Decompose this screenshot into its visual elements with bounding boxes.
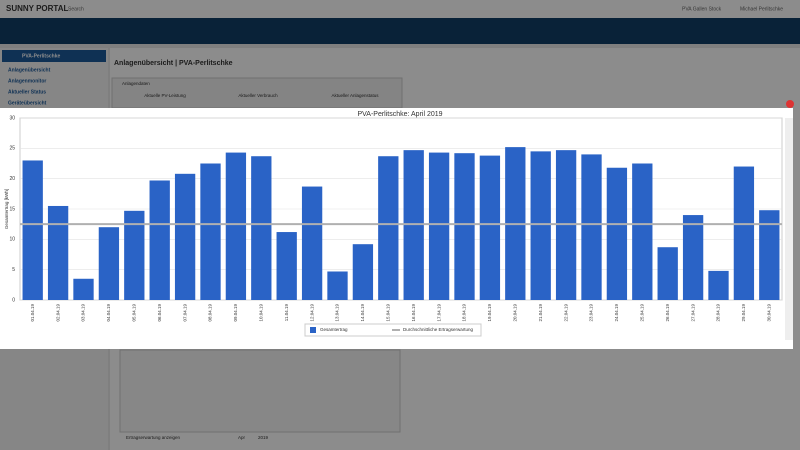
- card-title: Aktueller Verbrauch: [238, 93, 278, 98]
- y-tick-label: 10: [9, 237, 15, 243]
- bar: [200, 163, 221, 300]
- bar: [98, 227, 120, 300]
- chart-title: PVA-Perlitschke: April 2019: [357, 111, 442, 118]
- bar: [581, 154, 602, 300]
- x-tick-label: 28.04.19: [716, 304, 721, 322]
- bar: [479, 155, 501, 300]
- bar: [606, 167, 628, 300]
- x-tick-label: 20.04.19: [512, 304, 517, 322]
- y-tick-label: 0: [12, 297, 15, 303]
- bar: [73, 278, 94, 300]
- bar: [657, 247, 678, 300]
- x-tick-label: 12.04.19: [309, 304, 314, 322]
- bar: [174, 173, 196, 300]
- x-tick-label: 26.04.19: [665, 304, 670, 322]
- bar: [251, 156, 272, 300]
- y-tick-label: 15: [9, 206, 15, 212]
- x-tick-label: 24.04.19: [614, 304, 619, 322]
- year-select[interactable]: 2019: [258, 435, 269, 440]
- scrollbar[interactable]: [785, 118, 793, 340]
- sidebar-item[interactable]: Anlagenmonitor: [8, 78, 46, 84]
- chart: 0 5 10 15 20 25 30 01.04.19 02.04.19 03.04.19 04.0…: [9, 115, 783, 337]
- x-tick-label: 09.04.19: [233, 304, 238, 322]
- y-tick-label: 5: [12, 267, 15, 273]
- bar: [276, 232, 297, 300]
- bar: [47, 205, 69, 300]
- bar: [428, 152, 450, 300]
- bar: [378, 156, 399, 300]
- close-button[interactable]: [786, 100, 794, 108]
- x-tick-label: 05.04.19: [131, 304, 136, 322]
- sidebar-item[interactable]: Geräteübersicht: [8, 100, 47, 106]
- x-tick-label: 06.04.19: [157, 304, 162, 322]
- nav-band: [0, 18, 800, 44]
- legend-label: Gesamtertrag: [320, 327, 348, 332]
- search[interactable]: Search: [68, 6, 84, 12]
- bar: [632, 163, 653, 300]
- panel-title: Anlagendaten: [122, 81, 150, 86]
- bar: [124, 210, 145, 300]
- card-title: Aktuelle PV-Leistung: [144, 93, 186, 98]
- x-tick-label: 01.04.19: [30, 304, 35, 322]
- x-tick-label: 02.04.19: [55, 304, 60, 322]
- bar: [149, 180, 170, 300]
- bar: [708, 270, 729, 300]
- user-menu[interactable]: Michael Perlitschke: [740, 6, 783, 12]
- bar: [22, 160, 43, 300]
- sidebar-plant[interactable]: [2, 50, 106, 62]
- legend-swatch: [310, 327, 316, 333]
- plant-menu[interactable]: PVA Gallen Stock: [682, 6, 722, 12]
- x-tick-label: 03.04.19: [81, 304, 86, 322]
- sidebar-plant-label: PVA-Perlitschke: [22, 53, 60, 59]
- y-tick-label: 25: [9, 146, 15, 152]
- top-bar: [0, 0, 800, 18]
- bar: [682, 215, 704, 300]
- page-heading: Anlagenübersicht | PVA-Perlitschke: [114, 60, 233, 67]
- x-tick-label: 13.04.19: [335, 304, 340, 322]
- bar: [327, 271, 348, 300]
- bar: [530, 151, 551, 300]
- x-tick-label: 16.04.19: [411, 304, 416, 322]
- x-tick-label: 22.04.19: [563, 304, 568, 322]
- x-tick-label: 19.04.19: [487, 304, 492, 322]
- x-tick-label: 21.04.19: [538, 304, 543, 322]
- small-chart-panel: [119, 349, 401, 433]
- x-tick-label: 14.04.19: [360, 304, 365, 322]
- sidebar-item[interactable]: Anlagenübersicht: [8, 67, 51, 73]
- x-tick-label: 10.04.19: [258, 304, 263, 322]
- y-axis-label: Gesamtertrag [kWh]: [4, 189, 9, 229]
- x-tick-label: 07.04.19: [182, 304, 187, 322]
- sidebar-item[interactable]: Aktueller Status: [8, 89, 46, 95]
- x-tick-label: 23.04.19: [589, 304, 594, 322]
- bar: [352, 244, 374, 300]
- x-tick-label: 17.04.19: [436, 304, 441, 322]
- bar: [759, 210, 780, 300]
- logo: SUNNY PORTAL: [6, 4, 68, 13]
- month-select[interactable]: Apr: [238, 435, 246, 440]
- checkbox-label[interactable]: Ertragserwartung anzeigen: [126, 435, 181, 440]
- card-title: Aktueller Anlagenstatus: [331, 93, 379, 98]
- legend-label: Durchschnittliche Ertragserwartung: [403, 327, 474, 332]
- x-tick-label: 04.04.19: [106, 304, 111, 322]
- x-tick-label: 18.04.19: [462, 304, 467, 322]
- bar: [454, 153, 475, 300]
- bar: [733, 166, 755, 300]
- y-tick-label: 20: [9, 176, 15, 182]
- x-tick-label: 08.04.19: [208, 304, 213, 322]
- x-tick-label: 27.04.19: [690, 304, 695, 322]
- x-tick-label: 29.04.19: [741, 304, 746, 322]
- bar: [225, 152, 247, 300]
- x-tick-label: 15.04.19: [385, 304, 390, 322]
- y-tick-label: 30: [9, 115, 15, 121]
- x-tick-label: 25.04.19: [639, 304, 644, 322]
- x-tick-label: 30.04.19: [766, 304, 771, 322]
- x-tick-label: 11.04.19: [284, 304, 289, 322]
- bar: [301, 186, 323, 300]
